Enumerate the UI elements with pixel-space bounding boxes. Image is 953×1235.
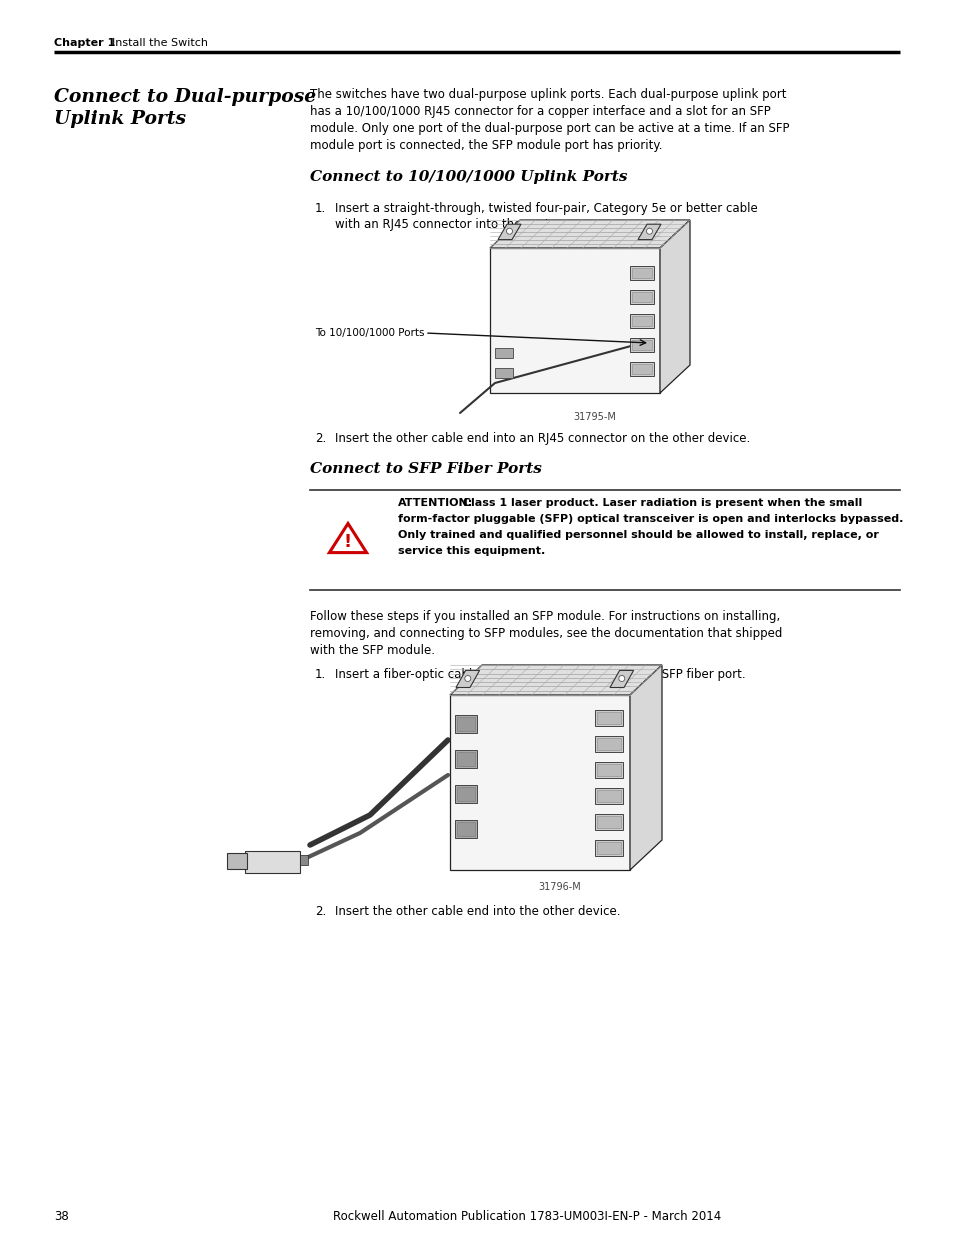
Bar [595, 736, 622, 752]
Text: 38: 38 [54, 1210, 69, 1223]
Bar [495, 368, 513, 378]
Text: Class 1 laser product. Laser radiation is present when the small: Class 1 laser product. Laser radiation i… [458, 498, 862, 508]
Text: Rockwell Automation Publication 1783-UM003I-EN-P - March 2014: Rockwell Automation Publication 1783-UM0… [333, 1210, 720, 1223]
Text: Insert a fiber-optic cable with an LC connector into the SFP fiber port.: Insert a fiber-optic cable with an LC co… [335, 668, 745, 680]
Bar [631, 364, 651, 374]
Bar [450, 695, 629, 869]
Text: service this equipment.: service this equipment. [397, 546, 545, 556]
Text: The switches have two dual-purpose uplink ports. Each dual-purpose uplink port: The switches have two dual-purpose uplin… [310, 88, 785, 101]
Bar [629, 314, 654, 329]
Bar [597, 842, 620, 853]
Circle shape [506, 228, 512, 235]
Bar [455, 715, 476, 734]
Text: 31795-M: 31795-M [573, 412, 616, 422]
Text: Connect to 10/100/1000 Uplink Ports: Connect to 10/100/1000 Uplink Ports [310, 170, 627, 184]
Bar [631, 268, 651, 278]
Text: 1.: 1. [314, 203, 326, 215]
Bar [595, 840, 622, 856]
Text: 1.: 1. [314, 668, 326, 680]
Bar [455, 750, 476, 768]
Text: 2.: 2. [314, 905, 326, 918]
Polygon shape [329, 524, 366, 552]
Text: with the SFP module.: with the SFP module. [310, 643, 435, 657]
Bar [597, 764, 620, 776]
Bar [595, 762, 622, 778]
Circle shape [646, 228, 652, 235]
Text: Follow these steps if you installed an SFP module. For instructions on installin: Follow these steps if you installed an S… [310, 610, 780, 622]
Polygon shape [659, 220, 689, 393]
Text: ATTENTION:: ATTENTION: [397, 498, 473, 508]
Text: has a 10/100/1000 RJ45 connector for a copper interface and a slot for an SFP: has a 10/100/1000 RJ45 connector for a c… [310, 105, 770, 119]
Bar [245, 851, 299, 873]
Bar [456, 718, 475, 731]
Bar [629, 338, 654, 352]
Text: Only trained and qualified personnel should be allowed to install, replace, or: Only trained and qualified personnel sho… [397, 530, 878, 540]
Polygon shape [609, 671, 633, 688]
Text: 2.: 2. [314, 432, 326, 445]
Text: Install the Switch: Install the Switch [112, 38, 208, 48]
Polygon shape [497, 225, 520, 240]
Text: !: ! [344, 534, 352, 551]
Text: module. Only one port of the dual-purpose port can be active at a time. If an SF: module. Only one port of the dual-purpos… [310, 122, 789, 135]
Bar [629, 290, 654, 304]
Text: Uplink Ports: Uplink Ports [54, 110, 186, 128]
Bar [597, 790, 620, 802]
Bar [631, 291, 651, 303]
Polygon shape [450, 664, 661, 695]
Text: removing, and connecting to SFP modules, see the documentation that shipped: removing, and connecting to SFP modules,… [310, 627, 781, 640]
Bar [595, 710, 622, 726]
Text: 31796-M: 31796-M [538, 882, 580, 892]
Bar [595, 814, 622, 830]
Text: Insert the other cable end into an RJ45 connector on the other device.: Insert the other cable end into an RJ45 … [335, 432, 749, 445]
Bar [490, 248, 659, 393]
Polygon shape [456, 671, 479, 688]
Circle shape [618, 676, 624, 682]
Bar [456, 823, 475, 836]
Text: Insert a straight-through, twisted four-pair, Category 5e or better cable: Insert a straight-through, twisted four-… [335, 203, 757, 215]
Bar [597, 713, 620, 724]
Text: Insert the other cable end into the other device.: Insert the other cable end into the othe… [335, 905, 619, 918]
Text: Connect to Dual-purpose: Connect to Dual-purpose [54, 88, 315, 106]
Circle shape [464, 676, 471, 682]
Bar [597, 816, 620, 827]
Text: with an RJ45 connector into the port.: with an RJ45 connector into the port. [335, 219, 553, 231]
Bar [495, 348, 513, 358]
Bar [227, 853, 247, 869]
Polygon shape [638, 225, 660, 240]
Text: module port is connected, the SFP module port has priority.: module port is connected, the SFP module… [310, 140, 661, 152]
Polygon shape [629, 664, 661, 869]
Text: form-factor pluggable (SFP) optical transceiver is open and interlocks bypassed.: form-factor pluggable (SFP) optical tran… [397, 514, 902, 524]
Text: Chapter 1: Chapter 1 [54, 38, 115, 48]
Bar [456, 787, 475, 802]
Bar [455, 820, 476, 839]
Bar [299, 855, 308, 864]
Bar [629, 362, 654, 375]
Text: Connect to SFP Fiber Ports: Connect to SFP Fiber Ports [310, 462, 541, 475]
Bar [455, 785, 476, 803]
Bar [597, 739, 620, 750]
Bar [631, 340, 651, 350]
Text: To 10/100/1000 Ports: To 10/100/1000 Ports [314, 329, 424, 338]
Bar [595, 788, 622, 804]
Bar [629, 266, 654, 280]
Polygon shape [490, 220, 689, 248]
Bar [631, 316, 651, 326]
Bar [456, 752, 475, 766]
